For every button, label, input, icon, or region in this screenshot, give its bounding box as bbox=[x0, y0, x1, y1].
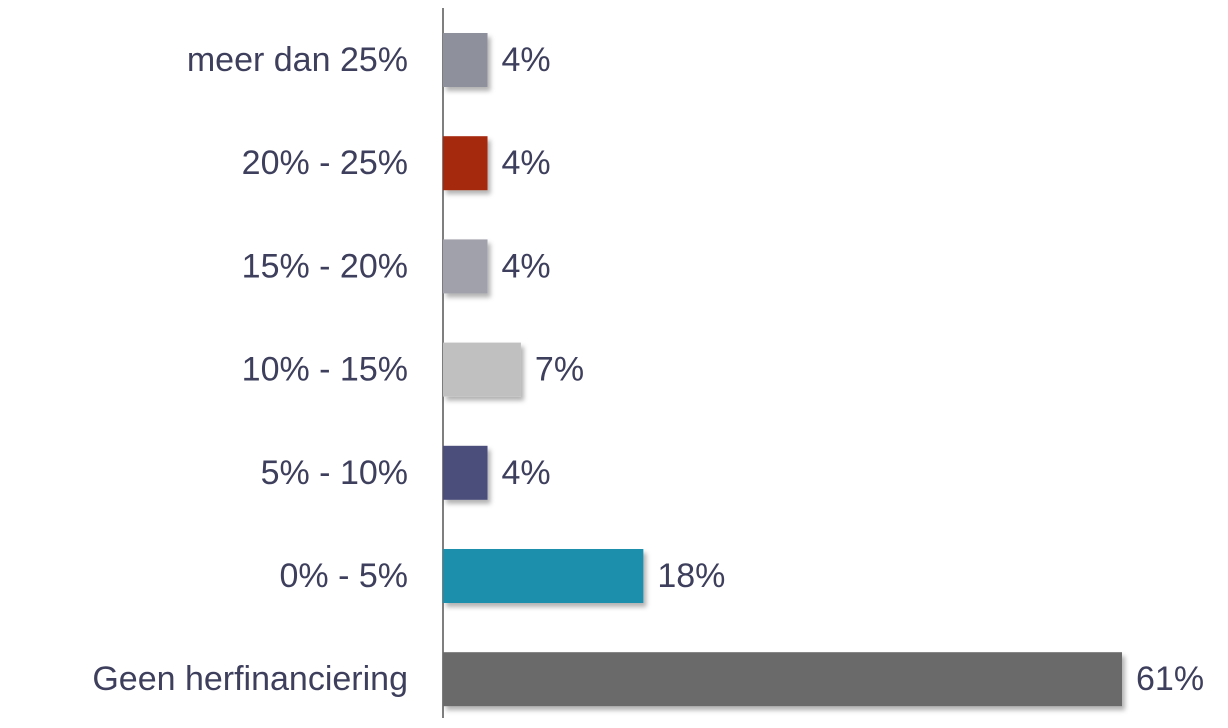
value-label: 61% bbox=[1136, 660, 1204, 698]
category-label: 10% - 15% bbox=[242, 351, 408, 389]
value-label: 4% bbox=[502, 41, 551, 79]
bar bbox=[443, 549, 644, 603]
category-label: meer dan 25% bbox=[187, 41, 408, 79]
value-label: 4% bbox=[502, 144, 551, 182]
bar bbox=[443, 445, 488, 500]
value-label: 7% bbox=[535, 351, 584, 389]
bar bbox=[443, 239, 488, 294]
value-label: 4% bbox=[502, 454, 551, 492]
value-label: 18% bbox=[657, 557, 725, 595]
category-label: 20% - 25% bbox=[242, 144, 408, 182]
category-label: 0% - 5% bbox=[280, 557, 409, 595]
category-label: 5% - 10% bbox=[261, 454, 408, 492]
value-label: 4% bbox=[502, 247, 551, 285]
bar bbox=[443, 136, 488, 191]
bar bbox=[443, 33, 488, 87]
bar bbox=[443, 342, 521, 397]
category-label: 15% - 20% bbox=[242, 247, 408, 285]
category-label: Geen herfinanciering bbox=[92, 660, 408, 698]
bar bbox=[443, 652, 1122, 707]
